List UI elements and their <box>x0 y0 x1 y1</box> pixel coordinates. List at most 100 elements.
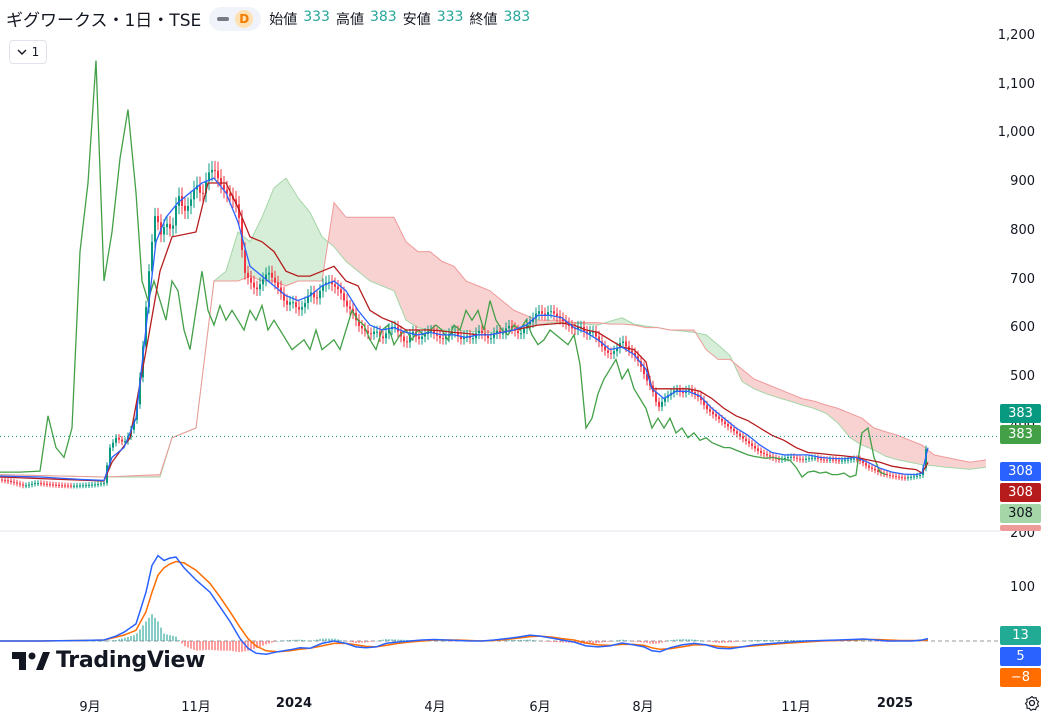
macd-histogram-bar <box>724 641 726 643</box>
macd-histogram-bar <box>91 641 93 642</box>
settings-gear-icon[interactable] <box>1024 695 1040 711</box>
cloud-segment <box>962 460 964 469</box>
cloud-segment <box>542 320 544 325</box>
macd-histogram-bar <box>721 641 723 643</box>
macd-histogram-bar <box>400 639 402 641</box>
candle-body <box>916 475 918 477</box>
candle-body <box>706 405 708 410</box>
candle-body <box>100 483 102 485</box>
cloud-segment <box>974 461 976 469</box>
cloud-segment <box>858 416 860 444</box>
candle-body <box>265 274 267 280</box>
indicator-toggle-button[interactable]: 1 <box>9 40 47 64</box>
cloud-segment <box>366 217 368 280</box>
candle-body <box>847 459 849 461</box>
candle-body <box>343 293 345 301</box>
macd-histogram-bar <box>790 640 792 641</box>
candle-body <box>334 284 336 287</box>
macd-histogram-bar <box>124 637 126 641</box>
cloud-segment <box>756 379 758 391</box>
cloud-segment <box>442 261 444 330</box>
cloud-segment <box>270 192 272 281</box>
candle-body <box>715 414 717 417</box>
minus-icon <box>217 16 230 21</box>
candle-body <box>277 282 279 288</box>
lagging-span-tag: 383 <box>1000 425 1041 444</box>
cloud-segment <box>428 251 430 330</box>
candle-body <box>274 277 276 283</box>
cloud-segment <box>806 399 808 407</box>
macd-histogram-bar <box>871 641 873 642</box>
candle-body <box>496 330 498 334</box>
cloud-segment <box>268 197 270 281</box>
candle-body <box>457 331 459 337</box>
interval-pill[interactable]: D <box>209 6 262 31</box>
cloud-segment <box>778 388 780 399</box>
macd-histogram-bar <box>709 641 711 642</box>
macd-histogram-bar <box>310 640 312 642</box>
candle-body <box>892 475 894 477</box>
macd-histogram-bar <box>88 641 90 642</box>
cloud-segment <box>894 434 896 460</box>
candle-body <box>340 289 342 294</box>
candle-body <box>349 306 351 309</box>
macd-histogram-bar <box>616 640 618 641</box>
macd-histogram-bar <box>232 641 234 652</box>
cloud-segment <box>898 435 900 461</box>
y-tick-label: 700 <box>1010 272 1035 287</box>
cloud-segment <box>828 405 830 417</box>
candle-body <box>1 479 3 481</box>
cloud-segment <box>544 320 546 324</box>
macd-histogram-bar <box>601 641 603 643</box>
macd-histogram-bar <box>265 641 267 645</box>
macd-histogram-bar <box>226 641 228 651</box>
candle-body <box>268 272 270 275</box>
cloud-segment <box>920 444 922 465</box>
cloud-segment <box>710 338 712 355</box>
candle-body <box>169 223 171 229</box>
macd-histogram-bar <box>622 639 624 641</box>
y-tick-label: 1,000 <box>997 125 1035 140</box>
macd-y-tick-label: 100 <box>1010 580 1035 595</box>
macd-histogram-bar <box>100 641 102 642</box>
candle-body <box>55 484 57 486</box>
candle-body <box>550 311 552 313</box>
cloud-segment <box>914 441 916 464</box>
macd-histogram-bar <box>766 640 768 641</box>
cloud-segment <box>938 455 940 467</box>
candle-body <box>418 336 420 339</box>
symbol-title[interactable]: ギグワークス・1日・TSE <box>6 11 202 31</box>
cloud-segment <box>236 232 238 281</box>
candle-body <box>121 439 123 442</box>
cloud-segment <box>720 346 722 360</box>
candle-body <box>358 320 360 326</box>
cloud-segment <box>422 251 424 329</box>
candle-body <box>643 366 645 375</box>
cloud-segment <box>888 432 890 458</box>
macd-histogram-bar <box>268 641 270 644</box>
tradingview-logo[interactable]: TradingView <box>12 648 205 673</box>
macd-histogram-bar <box>343 640 345 642</box>
cloud-segment <box>298 197 300 281</box>
candle-body <box>526 324 528 329</box>
candle-body <box>319 290 321 299</box>
macd-histogram-bar <box>691 639 693 641</box>
candle-body <box>727 423 729 427</box>
candle-body <box>184 205 186 211</box>
macd-histogram-bar <box>316 639 318 641</box>
cloud-segment <box>500 298 502 333</box>
macd-histogram-bar <box>220 641 222 651</box>
candle-body <box>157 216 159 223</box>
macd-histogram-bar <box>739 641 741 642</box>
cloud-segment <box>448 263 450 330</box>
cloud-segment <box>714 341 716 358</box>
macd-histogram-bar <box>331 638 333 641</box>
macd-histogram-bar <box>280 640 282 642</box>
macd-histogram-bar <box>286 640 288 641</box>
cloud-segment <box>760 381 762 393</box>
candle-body <box>262 279 264 285</box>
candle-body <box>430 330 432 332</box>
macd-histogram-bar <box>349 641 351 642</box>
cloud-segment <box>482 287 484 333</box>
